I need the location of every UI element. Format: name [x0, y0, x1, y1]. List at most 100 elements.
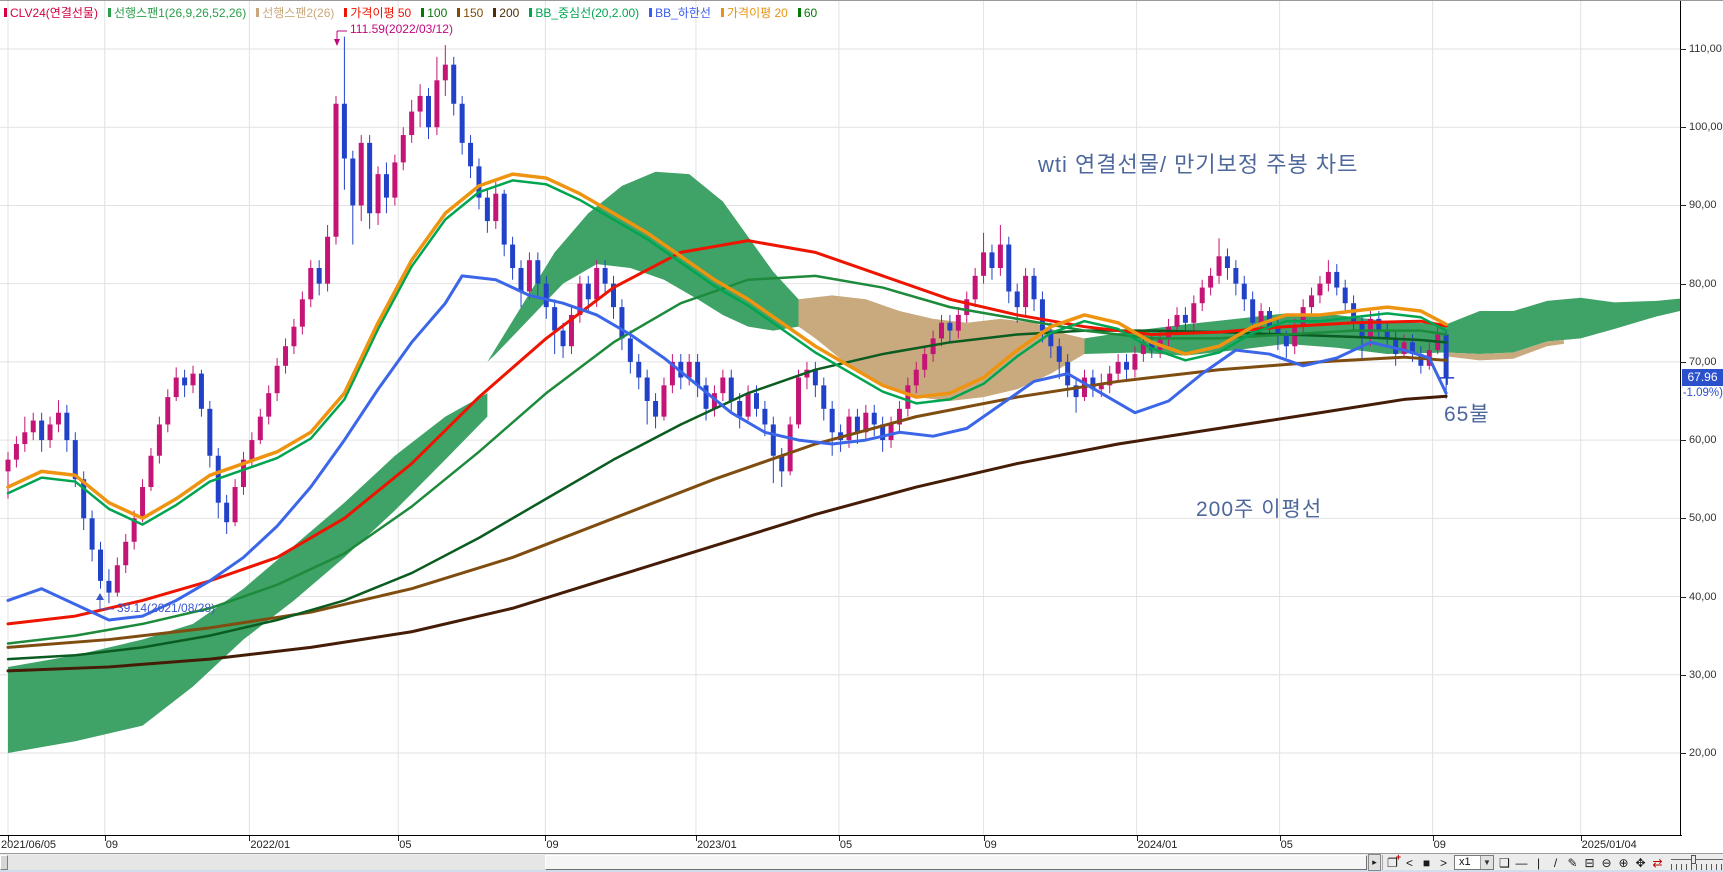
toolbar-horizontal-line-button[interactable]: — — [1515, 855, 1528, 870]
y-axis-label: 80,00 — [1689, 277, 1717, 290]
toolbar-prev-button[interactable]: < — [1405, 855, 1413, 870]
legend-label: 100 — [427, 5, 448, 20]
candle — [1393, 338, 1399, 355]
y-axis-tick — [1680, 596, 1686, 598]
candle — [30, 420, 36, 433]
candle — [434, 80, 440, 128]
candle — [661, 385, 667, 417]
ichimoku-clouds — [8, 171, 1680, 753]
toolbar-next-button[interactable]: > — [1439, 855, 1447, 870]
toolbar-draw-button[interactable]: ✎ — [1567, 855, 1578, 870]
candle — [325, 236, 331, 284]
chart-title-note: wti 연결선물/ 만기보정 주봉 차트 — [1038, 152, 1359, 177]
y-axis-tick — [1680, 283, 1686, 285]
x-axis-label: 05 — [399, 839, 412, 851]
candle — [484, 197, 490, 222]
toolbar-split-window-button[interactable]: ⊟ — [1584, 855, 1595, 870]
candle — [1342, 287, 1348, 304]
candle — [1149, 342, 1155, 351]
candle — [274, 365, 280, 394]
legend-bullet-icon — [529, 8, 533, 17]
slider-thumb[interactable] — [1691, 855, 1696, 864]
candle — [501, 193, 507, 245]
candle — [350, 158, 356, 206]
candle — [207, 408, 213, 456]
toolbar-stop-button[interactable]: ■ — [1422, 855, 1431, 870]
high-price-text: 111.59(2022/03/12) — [350, 22, 453, 36]
candle — [442, 64, 448, 81]
x-axis-tick — [104, 836, 106, 841]
x-axis-label: 05 — [839, 839, 853, 851]
legend-bullet-icon — [720, 8, 724, 17]
candle — [627, 338, 633, 362]
candle — [913, 369, 919, 386]
legend-item[interactable]: 100 — [421, 6, 447, 20]
toolbar-interval-button[interactable]: ⇄ — [1652, 855, 1663, 870]
zoom-scale-combo[interactable]: x1 ▼ — [1454, 855, 1494, 870]
y-axis-label: 110,00 — [1689, 43, 1722, 55]
legend-item[interactable]: CLV24(연결선물) — [4, 4, 98, 21]
hscrollbar[interactable] — [0, 855, 1368, 870]
toolbar-vertical-line-button[interactable]: | — [1536, 855, 1541, 870]
y-axis-label: 30,00 — [1689, 668, 1717, 681]
candle — [1124, 361, 1130, 370]
legend-item[interactable]: 선행스팬2(26) — [256, 4, 334, 21]
legend-item[interactable]: BB_하한선 — [649, 4, 711, 21]
price-chart-canvas[interactable] — [0, 1, 1723, 837]
candle — [257, 416, 263, 441]
legend-item[interactable]: BB_중심선(20,2.00) — [529, 4, 639, 21]
candle — [1376, 318, 1382, 331]
x-axis-tick — [1432, 836, 1434, 841]
candle — [939, 322, 945, 339]
candle — [753, 393, 759, 409]
legend-item[interactable]: 선행스팬1(26,9,26,52,26) — [107, 4, 246, 21]
candle — [1241, 283, 1247, 300]
y-axis-tick — [1680, 205, 1686, 207]
low-marker-icon — [96, 593, 114, 610]
toolbar-chart-window-button[interactable]: ❑ — [1499, 855, 1510, 870]
high-marker-icon — [334, 30, 347, 46]
candle — [98, 549, 104, 581]
candle — [905, 385, 911, 409]
candle — [1014, 291, 1020, 308]
toolbar-new-chart-button[interactable]: ❐ + — [1387, 852, 1401, 870]
candle — [308, 268, 314, 300]
x-axis-tick — [983, 836, 985, 841]
chevron-down-icon[interactable]: ▼ — [1480, 856, 1493, 869]
toolbar-zoom-in-button[interactable]: ⊕ — [1618, 855, 1629, 870]
hscrollbar-left-stub[interactable] — [0, 855, 8, 870]
candle — [358, 142, 364, 206]
hscrollbar-thumb[interactable] — [545, 855, 1367, 870]
x-axis-label: 2025/01/04 — [1581, 839, 1637, 851]
toolbar-scroll-right-button[interactable]: ▸ — [1368, 854, 1381, 871]
zoom-slider[interactable] — [1669, 854, 1723, 871]
toolbar-zoom-out-button[interactable]: ⊖ — [1601, 855, 1612, 870]
legend-item[interactable]: 가격이평 20 — [720, 4, 788, 21]
ma60-line — [6, 274, 1448, 645]
legend-bullet-icon — [797, 8, 801, 17]
toolbar-trend-line-button[interactable]: / — [1553, 855, 1558, 870]
candle — [1309, 295, 1315, 308]
legend-item[interactable]: 60 — [797, 6, 817, 20]
legend-item[interactable]: 가격이평 50 — [344, 4, 411, 21]
status-strip — [0, 870, 1723, 872]
legend-bullet-icon — [256, 8, 260, 17]
candle — [156, 424, 162, 456]
candle — [1258, 311, 1264, 323]
candle — [1384, 330, 1390, 339]
candle — [13, 444, 19, 460]
candle — [123, 541, 129, 566]
candle — [552, 307, 558, 331]
candle — [728, 377, 734, 401]
legend-item[interactable]: 200 — [493, 6, 519, 20]
x-axis-tick — [8, 836, 9, 841]
candle — [568, 314, 574, 347]
ma20-line — [6, 172, 1448, 521]
candle — [947, 322, 953, 331]
toolbar-pan-hand-button[interactable]: ✥ — [1635, 855, 1646, 870]
candle — [560, 330, 566, 347]
candle — [198, 373, 204, 409]
y-axis-tick — [1680, 127, 1686, 129]
candle — [468, 142, 474, 167]
legend-item[interactable]: 150 — [457, 6, 483, 20]
